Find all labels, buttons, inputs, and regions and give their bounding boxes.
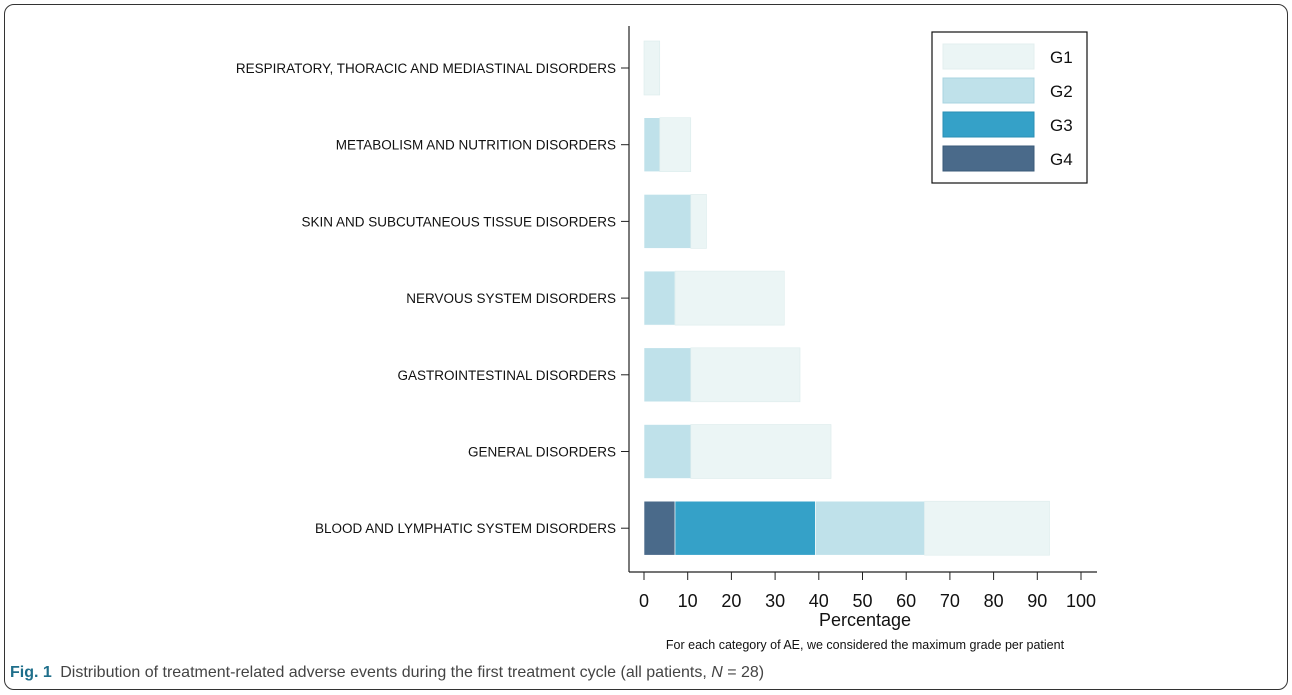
x-tick-label: 40 [809,591,829,611]
bar-segment-g2 [643,424,692,479]
stacked-bar-chart: RESPIRATORY, THORACIC AND MEDIASTINAL DI… [236,26,1097,652]
legend-swatch-g3 [942,111,1035,138]
bar-segment-g1 [674,270,785,326]
legend-label-g4: G4 [1050,150,1073,169]
figure-label: Fig. 1 [10,664,52,681]
x-tick-label: 100 [1066,591,1096,611]
x-tick-label: 0 [639,591,649,611]
category-label: SKIN AND SUBCUTANEOUS TISSUE DISORDERS [301,214,616,229]
bar-segment-g3 [674,500,816,556]
legend-swatch-g1 [942,43,1035,70]
bar-segment-g1 [643,40,661,96]
legend-label-g1: G1 [1050,48,1073,67]
legend-label-g3: G3 [1050,116,1073,135]
caption-text: Distribution of treatment-related advers… [60,664,712,681]
x-tick-label: 20 [721,591,741,611]
legend-swatch-g2 [942,77,1035,104]
category-label: METABOLISM AND NUTRITION DISORDERS [336,138,616,153]
category-label: NERVOUS SYSTEM DISORDERS [406,291,616,306]
axes-layer: RESPIRATORY, THORACIC AND MEDIASTINAL DI… [236,26,1097,652]
category-label: RESPIRATORY, THORACIC AND MEDIASTINAL DI… [236,61,616,76]
x-tick-label: 10 [678,591,698,611]
figure-frame [4,4,1288,690]
bar-segment-g2 [643,194,692,249]
x-axis-title: Percentage [819,610,911,630]
bar-segment-g1 [924,500,1050,556]
bars-layer [643,40,1050,556]
category-label: BLOOD AND LYMPHATIC SYSTEM DISORDERS [315,521,616,536]
figure-caption: Fig. 1 Distribution of treatment-related… [10,664,1280,682]
bar-segment-g1 [690,424,832,479]
x-tick-label: 80 [984,591,1004,611]
bar-segment-g2 [643,117,661,172]
bar-segment-g2 [815,500,925,556]
legend-swatch-g4 [942,145,1035,172]
chart-legend: G1 G2 G3 G4 [931,31,1088,184]
bar-segment-g2 [643,347,692,403]
caption-n-symbol: N [711,664,723,681]
x-tick-label: 90 [1027,591,1047,611]
legend-label-g2: G2 [1050,82,1073,101]
bar-segment-g2 [643,270,676,326]
bar-segment-g1 [690,347,801,403]
bar-segment-g4 [643,500,676,556]
x-tick-label: 60 [896,591,916,611]
x-tick-label: 50 [852,591,872,611]
category-label: GASTROINTESTINAL DISORDERS [397,368,616,383]
bar-segment-g1 [690,194,707,249]
caption-text-end: = 28) [722,664,765,681]
category-label: GENERAL DISORDERS [468,445,616,460]
x-tick-label: 70 [940,591,960,611]
bar-segment-g1 [659,117,692,172]
x-tick-label: 30 [765,591,785,611]
chart-note: For each category of AE, we considered t… [666,638,1065,652]
